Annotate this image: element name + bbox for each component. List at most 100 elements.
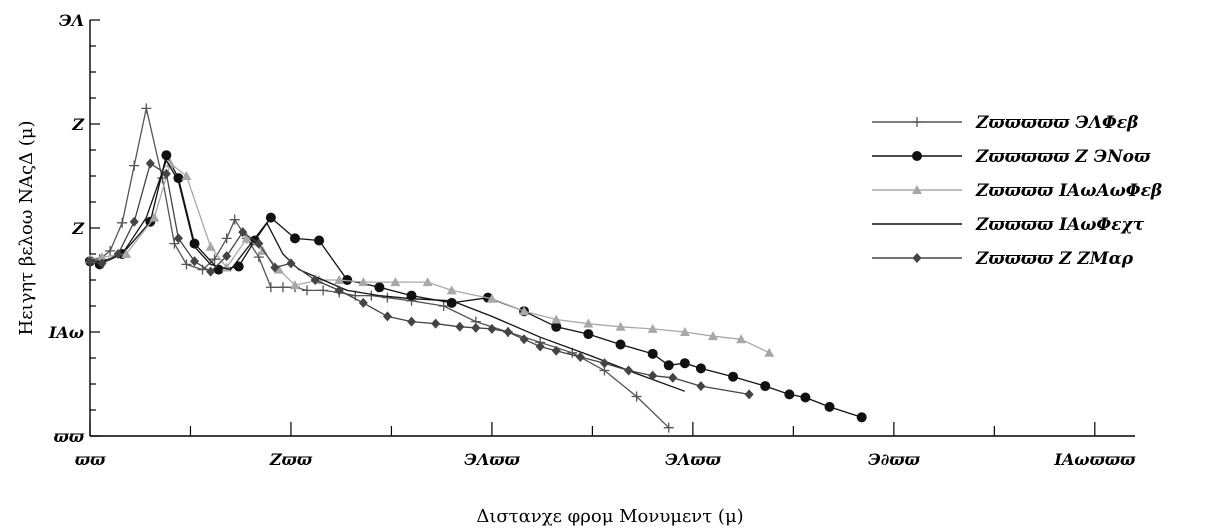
point-marker [238,227,248,238]
point-marker [503,327,513,337]
point-marker [575,351,585,362]
point-marker [289,233,300,244]
point-marker [631,391,642,402]
y-tick-label: ΙΑω [48,323,84,342]
point-marker [784,389,795,400]
point-marker [334,275,345,284]
point-marker [486,293,497,303]
point-marker [583,329,594,340]
point-marker [334,285,344,296]
point-marker [97,258,107,269]
point-marker [431,318,441,329]
legend-entry: Ζϖϖϖϖϖ Ζ ЭΝοϖ [872,147,1151,167]
point-marker [446,297,457,308]
point-marker [117,217,128,228]
point-marker [800,392,811,403]
point-marker [615,321,626,331]
point-marker [189,238,200,249]
point-marker [277,282,288,293]
y-tick-label: Ζ [71,219,85,238]
legend-entry: Ζϖϖϖϖϖ ЭΛΦεβ [872,113,1138,133]
point-marker [551,321,562,332]
point-marker [149,212,160,222]
legend-label: Ζϖϖϖϖϖ Ζ ЭΝοϖ [975,147,1151,167]
point-marker [129,160,140,171]
point-marker [856,412,867,423]
point-marker [912,185,922,194]
point-marker [647,323,658,333]
series-1 [85,103,674,433]
point-marker [519,306,530,316]
point-marker [358,297,368,308]
series-line [90,108,670,429]
point-marker [599,358,609,369]
point-marker [696,381,706,392]
point-marker [583,318,594,328]
point-marker [273,264,284,274]
point-marker [744,389,754,400]
point-marker [382,292,393,303]
x-axis-title: Διστανχε φρομ Μονυμεντ (μ) [476,506,743,527]
point-marker [165,158,176,168]
y-tick-label: Ζ [71,115,85,134]
y-ticks: ϖϖ ΙΑω Ζ Ζ ЭΛ [48,11,100,446]
point-marker [446,285,457,295]
point-marker [736,334,747,344]
y-tick-label: ЭΛ [59,11,84,30]
point-marker [624,365,634,376]
series-line [89,162,750,396]
point-marker [551,345,561,356]
series-3 [85,158,775,357]
point-marker [129,216,139,227]
x-tick-label: Э∂ϖϖ [868,450,921,469]
x-tick-label: ϖϖ [75,450,106,469]
point-marker [455,321,465,332]
legend-entry: Ζϖϖϖϖ ΙΑωΦεχτ [872,215,1145,235]
point-marker [487,323,497,334]
point-marker [181,171,192,180]
point-marker [169,238,180,249]
point-marker [358,277,369,287]
point-marker [615,339,626,350]
point-marker [663,422,674,433]
legend-entry: Ζϖϖϖϖ ΙΑωΑωΦεβ [872,181,1162,201]
point-marker [422,277,433,287]
point-marker [471,322,481,333]
series-4 [90,158,686,392]
point-marker [366,290,377,301]
point-marker [374,282,385,293]
x-tick-label: Ζϖϖ [269,450,313,469]
point-marker [663,360,674,371]
point-marker [270,262,280,273]
legend-label: Ζϖϖϖϖϖ ЭΛΦεβ [975,113,1138,133]
point-marker [209,254,220,265]
point-marker [647,348,658,359]
point-marker [912,117,922,127]
x-tick-label: ЭΛϖϖ [665,450,721,469]
point-marker [551,314,562,324]
series-line [89,162,770,354]
point-marker [707,331,718,341]
legend-label: Ζϖϖϖϖ ΙΑωΦεχτ [975,215,1145,235]
legend-entry: Ζϖϖϖϖ Ζ ΖΜαρ [872,249,1134,269]
point-marker [760,381,771,392]
point-marker [265,282,276,293]
point-marker [728,371,739,382]
series-2 [85,150,867,423]
point-marker [286,258,296,269]
y-axis-title: Ηειγητ βελοω ΝΑςΔ (μ) [16,121,37,336]
point-marker [113,249,123,259]
series-line [90,158,686,392]
point-marker [222,251,232,262]
point-marker [221,233,232,244]
point-marker [535,341,545,352]
series-layer [85,103,867,433]
point-marker [438,301,449,311]
point-marker [302,285,313,296]
point-marker [190,256,199,267]
point-marker [318,285,329,296]
legend-label: Ζϖϖϖϖ ΙΑωΑωΦεβ [975,181,1162,201]
point-marker [161,168,171,179]
point-marker [679,358,690,369]
